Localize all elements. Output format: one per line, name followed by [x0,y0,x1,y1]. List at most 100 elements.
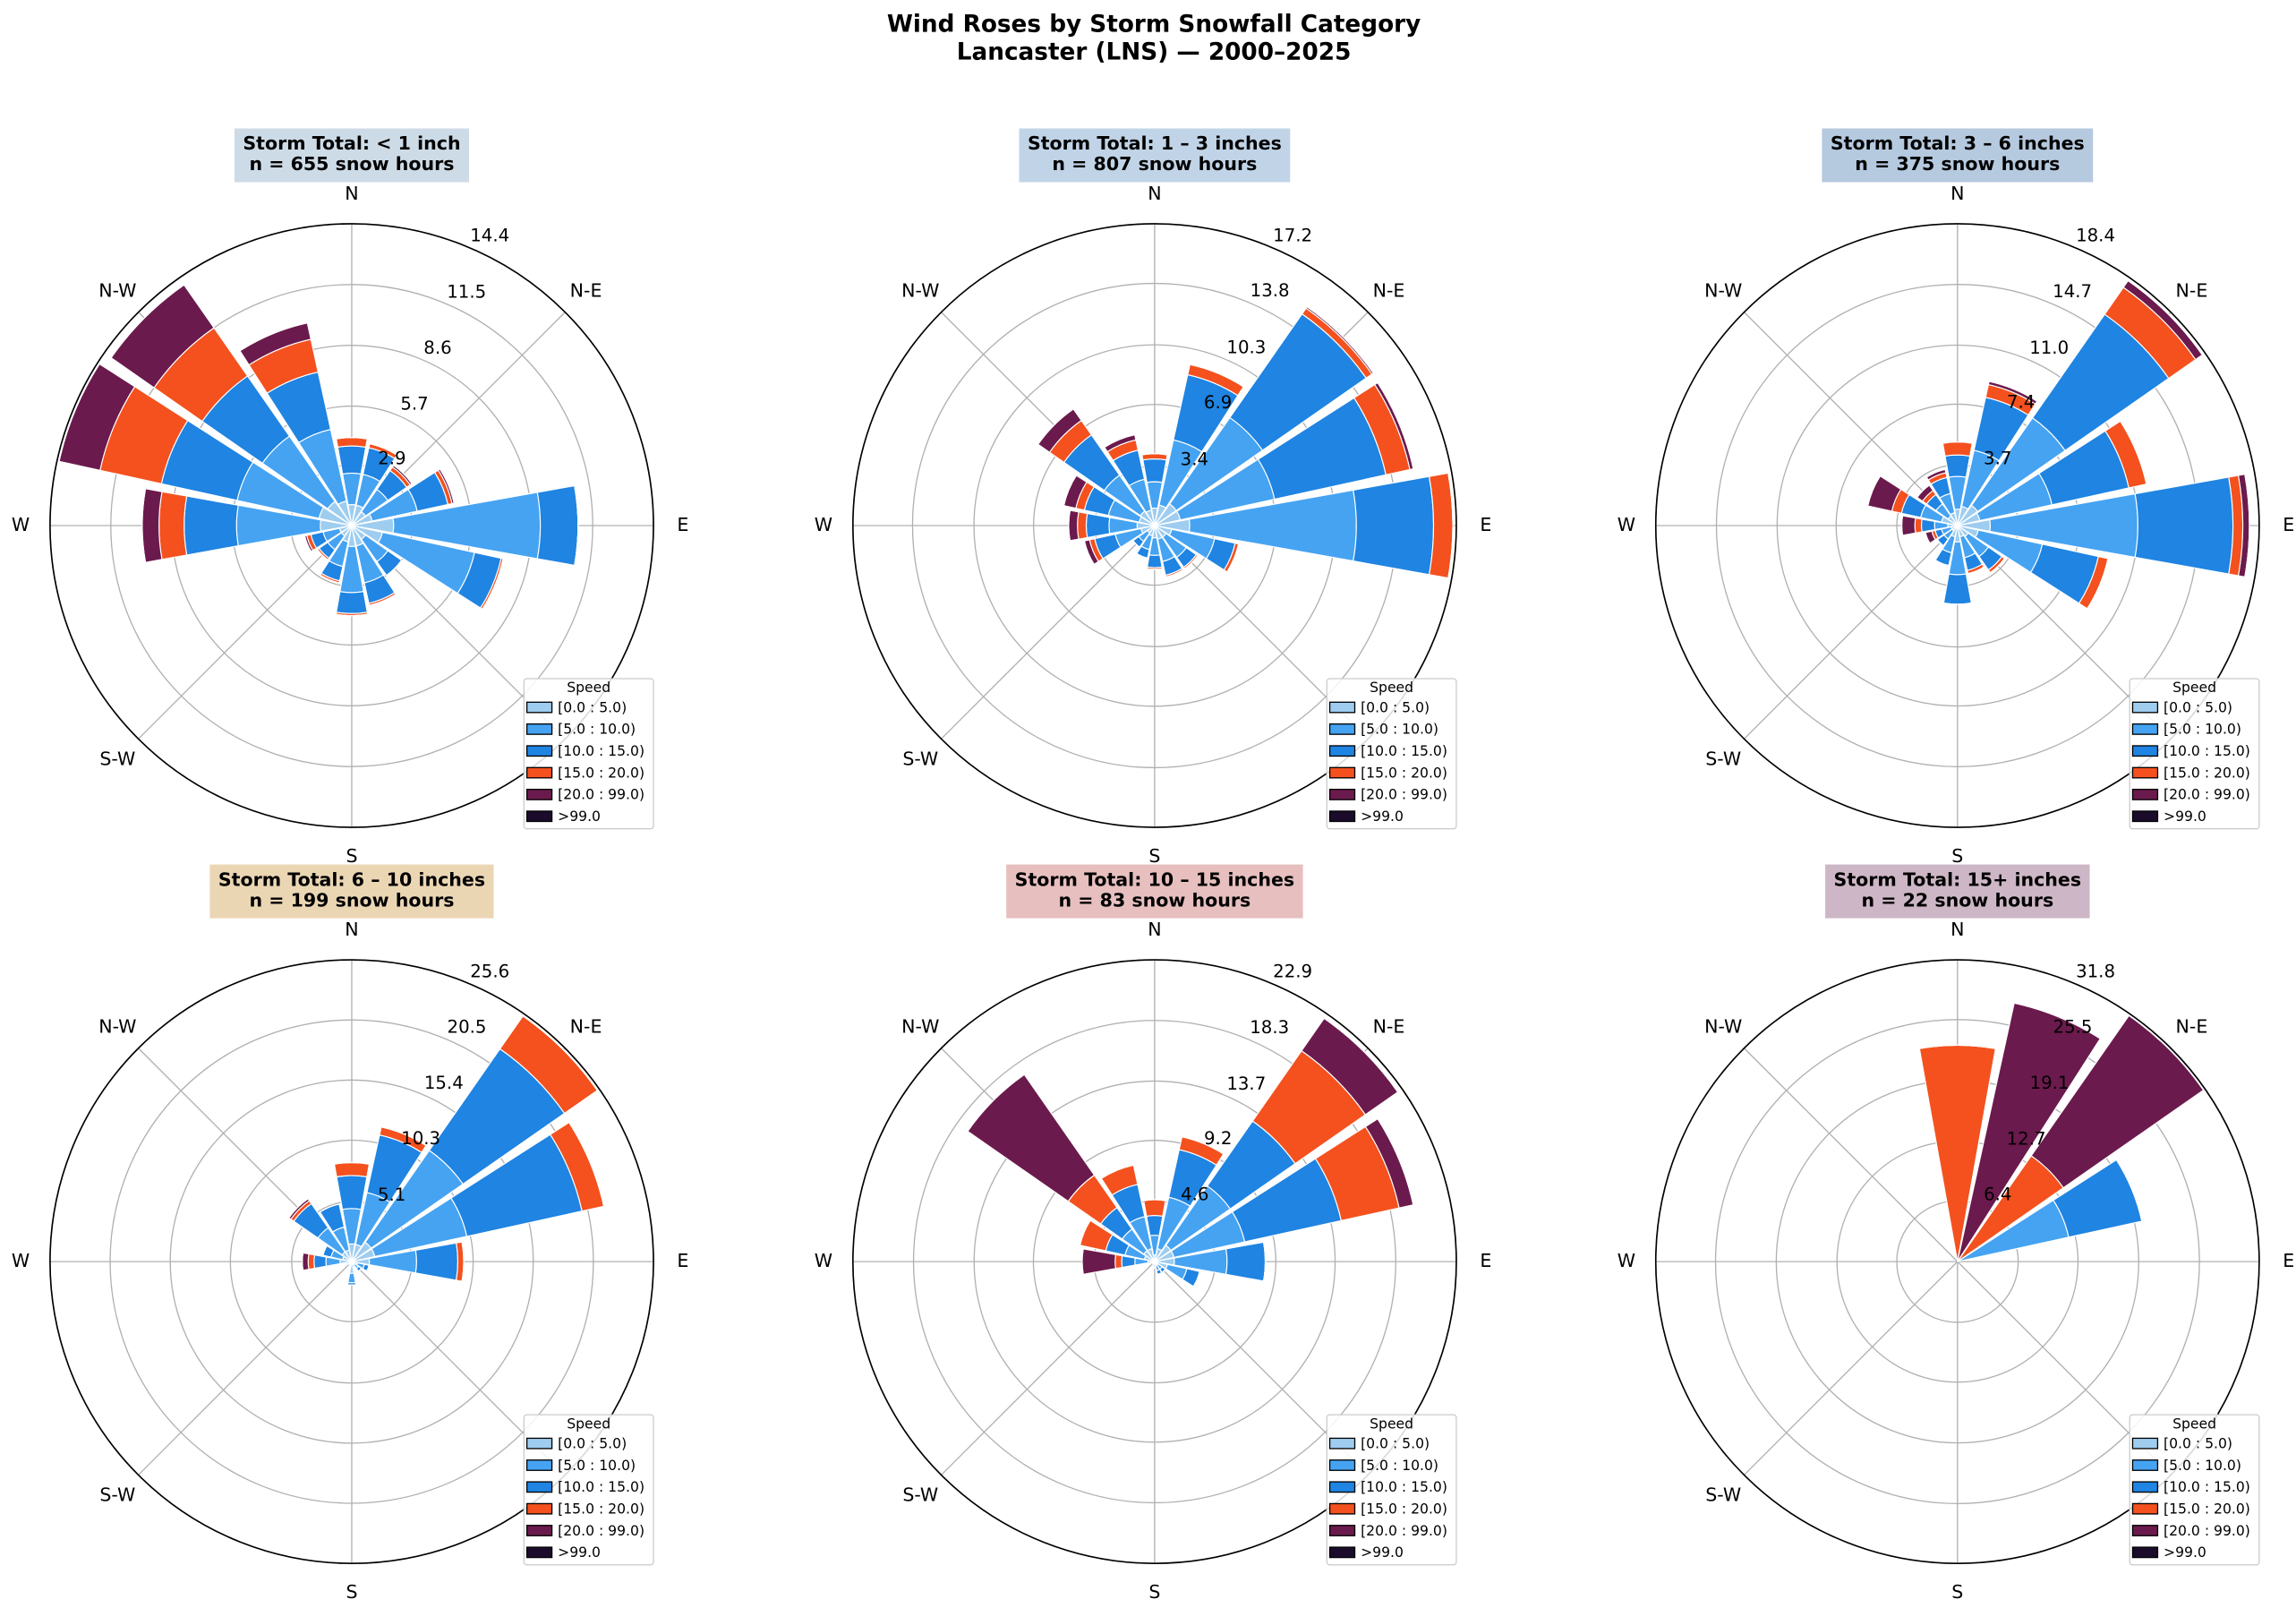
bar-segment [1104,433,1135,449]
legend-label: [10.0 : 15.0) [558,1479,644,1495]
direction-label: N-W [1704,279,1742,301]
radial-tick-label: 11.0 [2029,338,2069,358]
bar-segment [369,594,397,606]
direction-label: N-W [1704,1016,1742,1038]
legend-swatch [2131,1481,2159,1493]
direction-label: W [1617,514,1635,535]
outer-frame [49,223,654,828]
bar-segment [158,491,188,560]
radial-tick-label: 10.3 [401,1128,440,1149]
bar-segment [536,484,579,567]
bar-segment [1114,1253,1123,1270]
title-box [1825,864,2090,919]
legend-label: [0.0 : 5.0) [1361,1435,1430,1451]
bar-segment [1157,1272,1163,1276]
bar-segment [334,1162,370,1165]
direction-label: E [1480,1250,1491,1271]
direction-label: E [677,514,688,535]
legend-label: [15.0 : 20.0) [558,765,644,781]
bar-segment [1121,1254,1136,1269]
bar-segment [568,1122,605,1207]
spoke [941,525,1156,740]
bar-segment [347,1272,356,1284]
legend-swatch [525,788,553,800]
bar-segment [1192,1271,1200,1287]
legend-swatch [525,1437,553,1450]
spoke [1744,312,1959,526]
legend-box [1326,1414,1457,1566]
bar-segment [1942,573,1972,605]
legend-label: [0.0 : 5.0) [558,1435,627,1451]
subplot-subtitle: n = 83 snow hours [1059,889,1251,911]
subplot-subtitle: n = 22 snow hours [1861,889,2053,911]
legend-label: [5.0 : 10.0) [2164,722,2241,738]
direction-label: S-W [902,748,938,770]
radial-tick-label: 19.1 [2030,1073,2070,1093]
grid-circle [110,284,593,767]
radial-tick-label: 12.7 [2007,1129,2046,1150]
bar-segment [336,1175,368,1210]
direction-label: S [346,1581,357,1603]
legend-label: [15.0 : 20.0) [558,1501,644,1517]
bar-segment [333,1162,371,1178]
legend-swatch [2131,810,2159,823]
bar-segment [1942,441,1973,458]
legend-swatch [1328,788,1356,800]
legend-title: Speed [2172,1416,2216,1432]
radial-tick-label: 18.4 [2076,226,2115,246]
direction-label: W [1617,1250,1635,1271]
direction-label: N [345,919,358,940]
legend-label: [20.0 : 99.0) [2164,787,2250,803]
direction-label: S [1951,1581,1963,1603]
bar-segment [369,442,397,456]
bar-segment [1925,532,1931,544]
direction-label: S [346,845,357,867]
legend-box [523,1414,654,1566]
direction-label: W [815,1250,832,1271]
direction-label: S-W [99,1484,135,1506]
radial-tick-label: 25.5 [2053,1016,2093,1037]
legend-label: [0.0 : 5.0) [2164,699,2232,715]
legend-label: [15.0 : 20.0) [1361,765,1447,781]
bar-segment [1143,1199,1166,1202]
legend-label: >99.0 [558,1544,601,1561]
direction-label: N [1950,183,1964,204]
legend-swatch [1328,701,1356,714]
title-box [209,864,494,919]
subplot-title: Storm Total: 3 – 6 inches [1831,133,2085,154]
bar-segment [1263,1242,1267,1281]
legend-box [523,678,654,830]
title-box [1822,128,2094,183]
legend: Speed [0.0 : 5.0) [5.0 : 10.0) [10.0 : 15.0… [2129,678,2260,830]
direction-label: S-W [99,748,135,770]
direction-label: N-W [98,1016,136,1038]
outer-frame [1654,223,2260,828]
title-box [1019,128,1291,183]
legend-swatch [1328,766,1356,779]
bar-segment [336,437,368,440]
spoke [138,525,353,740]
title-box [1006,864,1303,919]
spoke [1744,525,1959,740]
bar-segment [1226,543,1240,573]
legend-swatch [525,723,553,735]
subplot-title: Storm Total: 6 – 10 inches [218,868,485,890]
direction-label: W [815,514,832,535]
radial-tick-label: 5.1 [378,1185,405,1205]
bar-segment [1944,454,1971,478]
radial-tick-label: 2.9 [378,448,405,468]
subplot-title: Storm Total: < 1 inch [243,133,460,154]
direction-label: N [1148,183,1161,204]
grid-circle [973,1080,1336,1443]
spoke [1744,1048,1959,1262]
legend-label: >99.0 [1361,1544,1404,1561]
direction-label: E [677,1250,688,1271]
legend-swatch [525,1546,553,1559]
radial-tick-label: 3.7 [1984,448,2011,468]
legend-label: [20.0 : 99.0) [558,1523,644,1539]
bar-segment [1306,306,1374,374]
